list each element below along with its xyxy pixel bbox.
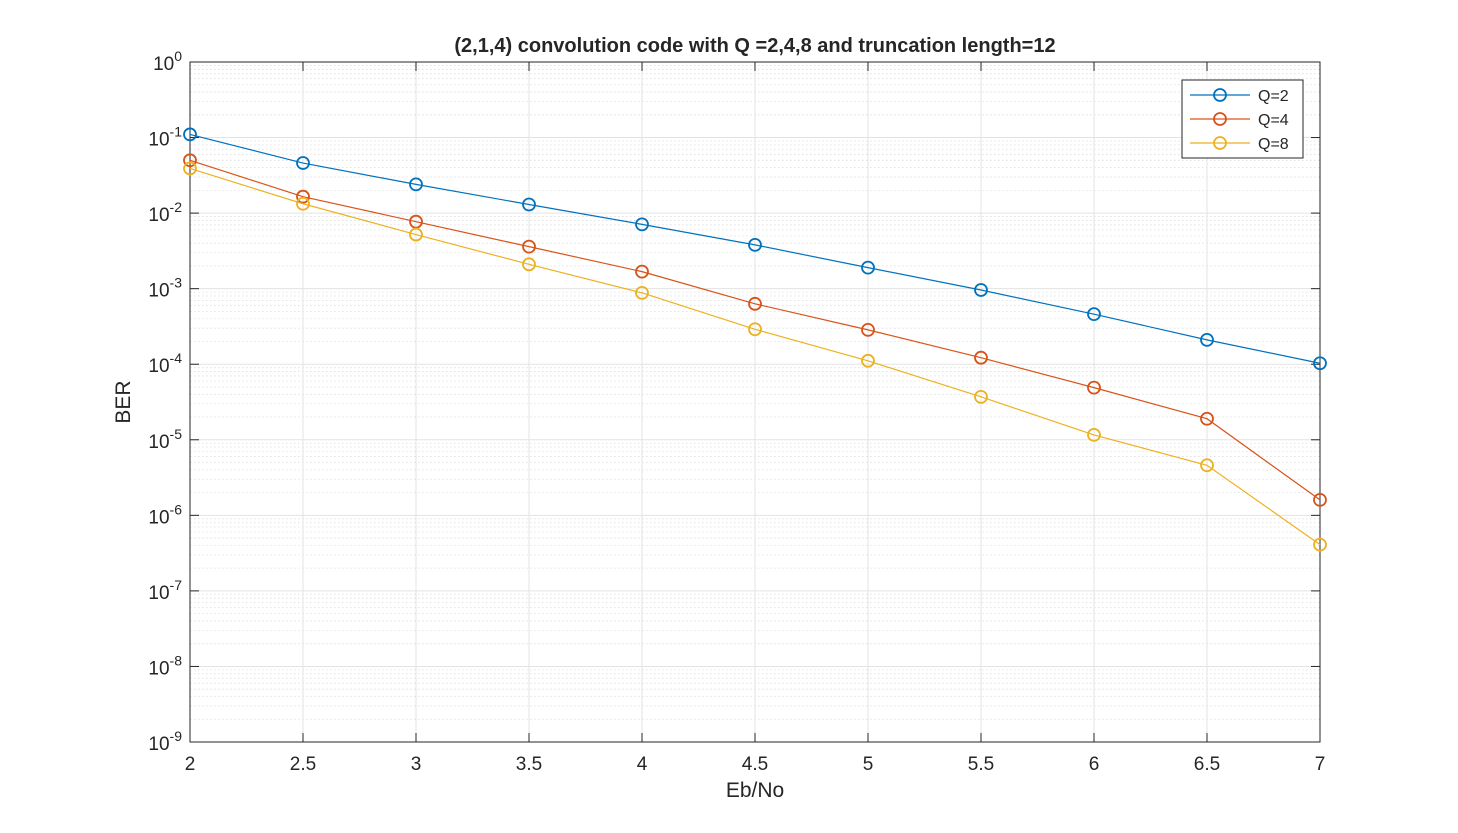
y-tick-label: 10-2 (148, 199, 182, 226)
x-tick-labels: 2 2.5 3 3.5 4 4.5 5 5.5 6 6.5 7 (185, 754, 1326, 775)
legend-entry: Q=4 (1190, 112, 1289, 129)
x-tick-label: 2.5 (290, 754, 316, 775)
data-point (861, 322, 875, 337)
data-point (1087, 307, 1101, 322)
series-line (189, 159, 1321, 501)
y-tick-label: 10-3 (148, 275, 182, 302)
data-point (748, 322, 762, 337)
legend-label: Q=8 (1258, 136, 1289, 153)
x-tick-label: 6 (1089, 754, 1100, 775)
data-point (522, 257, 536, 272)
x-tick-label: 3.5 (516, 754, 542, 775)
data-point (409, 177, 423, 192)
legend-marker (1213, 136, 1227, 150)
x-tick-label: 2 (185, 754, 196, 775)
data-point (1200, 458, 1214, 473)
data-point (1200, 411, 1214, 426)
chart-title: (2,1,4) convolution code with Q =2,4,8 a… (454, 35, 1055, 57)
data-point (974, 283, 988, 297)
data-point (1087, 428, 1101, 442)
data-point (183, 153, 197, 168)
series-line (189, 167, 1321, 546)
legend: Q=2 Q=4 Q=8 (1181, 79, 1304, 159)
y-tick-label: 10-5 (148, 426, 182, 453)
y-tick-labels: 10-9 10-8 10-7 10-6 10-5 10-4 10-3 10-2 10-1 100 (148, 48, 182, 755)
data-point (1313, 356, 1327, 371)
y-tick-label: 10-9 (148, 728, 182, 755)
x-axis-label: Eb/No (726, 779, 784, 802)
data-point (861, 353, 875, 368)
series-line (189, 133, 1321, 364)
data-point (1200, 332, 1214, 347)
y-tick-label: 10-4 (148, 350, 182, 377)
data-point (1087, 380, 1101, 395)
legend-label: Q=2 (1258, 88, 1289, 105)
x-tick-label: 5.5 (968, 754, 994, 775)
x-tick-label: 7 (1315, 754, 1326, 775)
data-point (635, 217, 649, 232)
x-tick-label: 5 (863, 754, 874, 775)
data-point (635, 264, 649, 279)
series-Q=4 (183, 153, 1327, 507)
data-point (974, 350, 988, 365)
data-point (296, 189, 310, 204)
data-point (522, 197, 536, 212)
legend-label: Q=4 (1258, 112, 1289, 129)
data-point (748, 237, 762, 252)
data-point (1313, 493, 1327, 507)
data-point (296, 156, 310, 170)
data-point (1313, 537, 1327, 552)
y-tick-label: 10-7 (148, 577, 182, 604)
data-point (974, 389, 988, 404)
axis-ticks (189, 61, 1321, 743)
data-point (748, 296, 762, 311)
legend-marker (1213, 112, 1227, 126)
data-point (183, 161, 197, 176)
data-point (522, 239, 536, 254)
data-point (635, 285, 649, 300)
legend-marker (1213, 88, 1227, 102)
y-axis-label: BER (112, 380, 135, 423)
series-Q=2 (183, 127, 1327, 371)
x-tick-label: 4.5 (742, 754, 768, 775)
y-tick-label: 10-6 (148, 501, 182, 528)
data-point (183, 127, 197, 142)
x-tick-label: 4 (637, 754, 648, 775)
data-point (409, 227, 423, 242)
x-tick-label: 6.5 (1194, 754, 1220, 775)
x-tick-label: 3 (411, 754, 422, 775)
legend-entry: Q=8 (1190, 136, 1289, 153)
series-layer (183, 127, 1327, 552)
data-point (296, 196, 310, 211)
y-tick-label: 10-8 (148, 652, 182, 679)
series-Q=8 (183, 161, 1327, 552)
legend-entry: Q=2 (1190, 88, 1289, 105)
y-tick-label: 100 (153, 48, 182, 75)
y-tick-label: 10-1 (148, 124, 182, 151)
data-point (861, 260, 875, 275)
